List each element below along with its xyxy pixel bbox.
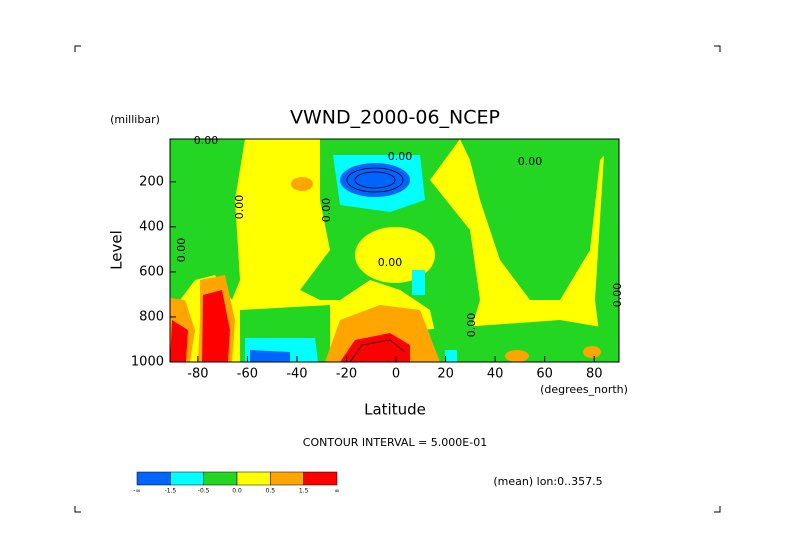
colorbar-label: 1.5	[299, 488, 309, 495]
region	[170, 320, 188, 362]
colorbar-label: -1.5	[164, 488, 176, 495]
contour-line	[349, 339, 406, 362]
x-tick-label: -20	[336, 367, 357, 382]
region	[202, 290, 230, 362]
contour-label: 0.00	[233, 195, 246, 220]
region	[340, 163, 410, 197]
colorbar-label: -∞	[133, 488, 140, 495]
y-tick-label: 600	[139, 264, 164, 279]
contour-label: 0.00	[378, 256, 403, 269]
contour-label: 0.00	[175, 238, 188, 263]
x-unit: (degrees_north)	[540, 383, 628, 396]
y-tick-label: 800	[139, 309, 164, 324]
x-tick-label: 40	[487, 367, 504, 382]
colorbar-swatch	[303, 471, 338, 486]
x-axis-label: Latitude	[364, 401, 426, 419]
colorbar-label: 0.0	[232, 488, 242, 495]
region	[412, 270, 425, 295]
x-tick-label: -60	[237, 367, 258, 382]
colorbar-label: 0.5	[266, 488, 276, 495]
y-unit: (millibar)	[110, 113, 160, 126]
contour-label: 0.00	[320, 198, 333, 223]
x-tick-label: 60	[536, 367, 553, 382]
colorbar-label: ∞	[335, 488, 340, 495]
x-tick-label: 80	[586, 367, 603, 382]
y-tick-label: 400	[139, 219, 164, 234]
contour-interval: CONTOUR INTERVAL = 5.000E-01	[303, 436, 487, 449]
x-tick-label: -80	[187, 367, 208, 382]
region	[340, 333, 410, 362]
region	[583, 346, 601, 358]
colorbar-swatch	[236, 471, 271, 486]
region	[170, 139, 245, 300]
contour-label: 0.00	[388, 150, 413, 163]
x-tick-label: 0	[392, 367, 400, 382]
colorbar-swatch	[203, 471, 238, 486]
chart-title: VWND_2000-06_NCEP	[290, 107, 500, 129]
colorbar-swatch	[136, 471, 171, 486]
footer: (mean) lon:0..357.5	[493, 475, 602, 488]
x-tick-label: 20	[437, 367, 454, 382]
region	[291, 177, 313, 191]
y-axis-label: Level	[108, 230, 126, 270]
colorbar-swatch	[270, 471, 304, 486]
region	[355, 227, 435, 283]
x-tick-label: -40	[286, 367, 307, 382]
contour-label: 0.00	[611, 283, 624, 308]
plot-frame	[169, 138, 620, 363]
colorbar-label: -0.5	[198, 488, 210, 495]
y-tick-label: 1000	[131, 355, 164, 370]
region	[505, 350, 529, 362]
region	[420, 320, 619, 362]
contour-label: 0.00	[194, 134, 219, 147]
contour-line	[346, 167, 404, 193]
contour-field	[170, 139, 619, 362]
region	[250, 350, 290, 362]
region	[595, 139, 619, 362]
region	[460, 139, 619, 300]
y-tick-label: 200	[139, 174, 164, 189]
region	[445, 350, 457, 362]
colorbar-swatch	[170, 471, 204, 486]
corner-marks	[74, 45, 721, 513]
contour-label: 0.00	[465, 313, 478, 338]
contour-label: 0.00	[518, 155, 543, 168]
contour-line	[354, 171, 396, 189]
